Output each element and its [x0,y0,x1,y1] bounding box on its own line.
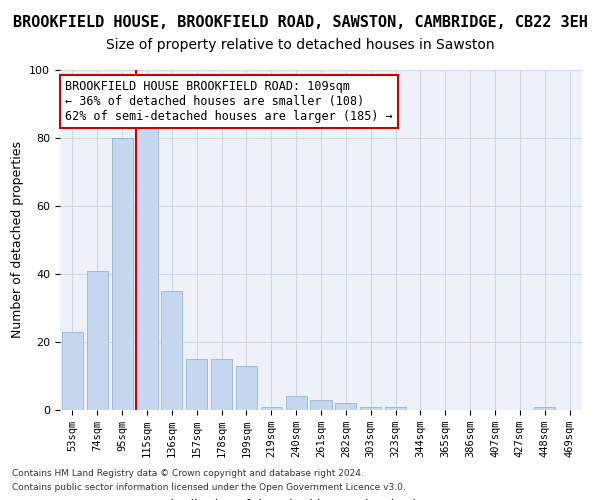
Bar [286,396,307,410]
Bar [211,359,232,410]
Bar [360,406,381,410]
Bar [87,270,108,410]
Bar [62,332,83,410]
Bar [186,359,207,410]
Bar [236,366,257,410]
Text: BROOKFIELD HOUSE, BROOKFIELD ROAD, SAWSTON, CAMBRIDGE, CB22 3EH: BROOKFIELD HOUSE, BROOKFIELD ROAD, SAWST… [13,15,587,30]
X-axis label: Distribution of detached houses by size in Sawston: Distribution of detached houses by size … [161,499,481,500]
Bar [385,406,406,410]
Text: Contains HM Land Registry data © Crown copyright and database right 2024.: Contains HM Land Registry data © Crown c… [12,468,364,477]
Text: Contains public sector information licensed under the Open Government Licence v3: Contains public sector information licen… [12,484,406,492]
Text: BROOKFIELD HOUSE BROOKFIELD ROAD: 109sqm
← 36% of detached houses are smaller (1: BROOKFIELD HOUSE BROOKFIELD ROAD: 109sqm… [65,80,393,123]
Bar [335,403,356,410]
Bar [136,124,158,410]
Bar [310,400,332,410]
Bar [534,406,555,410]
Bar [261,406,282,410]
Bar [112,138,133,410]
Bar [161,291,182,410]
Y-axis label: Number of detached properties: Number of detached properties [11,142,24,338]
Text: Size of property relative to detached houses in Sawston: Size of property relative to detached ho… [106,38,494,52]
